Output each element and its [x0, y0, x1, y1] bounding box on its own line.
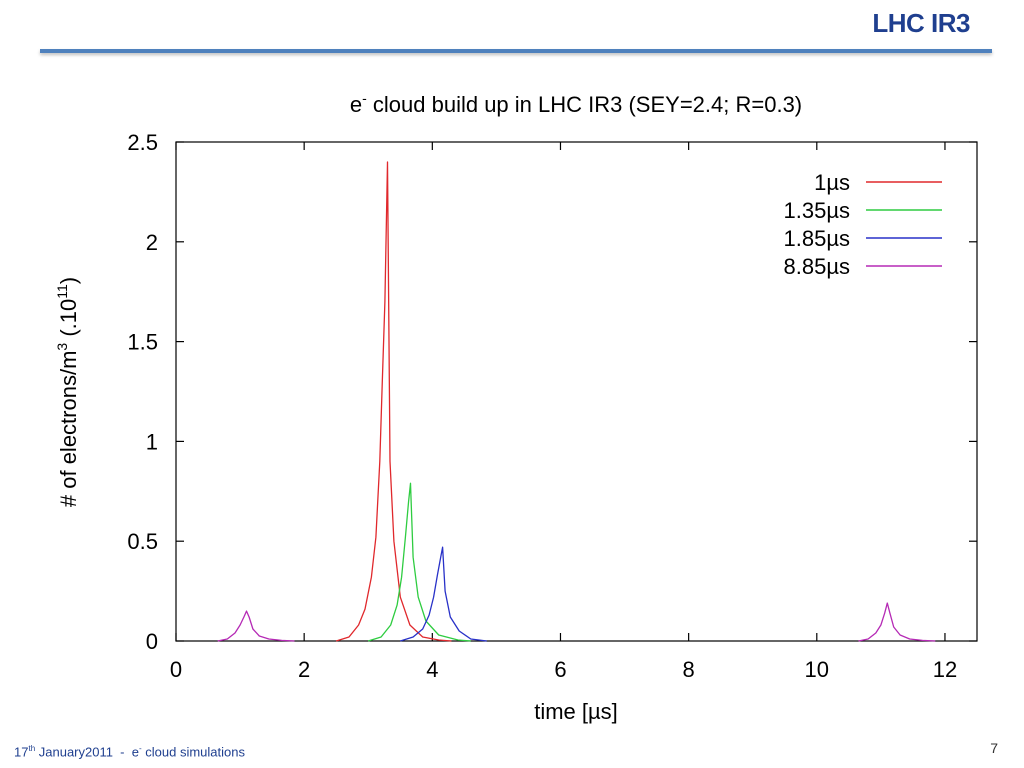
y-axis-label: # of electrons/m3 (.1011) — [54, 277, 81, 507]
chart-title: e- cloud build up in LHC IR3 (SEY=2.4; R… — [350, 90, 802, 117]
x-tick-label: 6 — [554, 657, 566, 682]
footer-text: 17th January2011 - e- cloud simulations — [14, 744, 245, 760]
x-tick-labels: 0 2 4 6 8 10 12 — [170, 657, 957, 682]
series-line-2 — [400, 546, 487, 642]
series-line-3 — [217, 602, 936, 642]
x-tick-label: 12 — [933, 657, 957, 682]
chart-title-prefix: e — [350, 92, 362, 117]
legend-label: 8.85µs — [784, 254, 851, 279]
series-line-0 — [336, 161, 452, 642]
x-axis-label: time [µs] — [534, 699, 618, 724]
y-tick-label: 2 — [146, 230, 158, 255]
slide-title: LHC IR3 — [872, 8, 970, 38]
title-divider — [40, 49, 992, 53]
y-tick-label: 1.5 — [127, 330, 158, 355]
x-tick-label: 2 — [298, 657, 310, 682]
y-tick-label: 1 — [146, 429, 158, 454]
page-number: 7 — [990, 740, 998, 756]
y-tick-label: 0 — [146, 629, 158, 654]
chart-title-rest: cloud build up in LHC IR3 (SEY=2.4; R=0.… — [367, 92, 802, 117]
y-tick-labels: 0 0.5 1 1.5 2 2.5 — [127, 130, 158, 654]
legend-label: 1.85µs — [784, 226, 851, 251]
legend: 1µs 1.35µs 1.85µs 8.85µs — [784, 170, 942, 279]
x-tick-label: 8 — [683, 657, 695, 682]
x-tick-label: 10 — [805, 657, 829, 682]
x-tick-label: 4 — [426, 657, 438, 682]
x-tick-label: 0 — [170, 657, 182, 682]
legend-label: 1.35µs — [784, 198, 851, 223]
axis-ticks — [175, 141, 977, 642]
legend-label: 1µs — [814, 170, 850, 195]
series-lines — [217, 161, 936, 642]
plot-frame — [175, 141, 978, 642]
series-line-1 — [368, 482, 471, 642]
chart-title-sup: - — [362, 90, 367, 106]
y-tick-label: 0.5 — [127, 529, 158, 554]
y-tick-label: 2.5 — [127, 130, 158, 155]
